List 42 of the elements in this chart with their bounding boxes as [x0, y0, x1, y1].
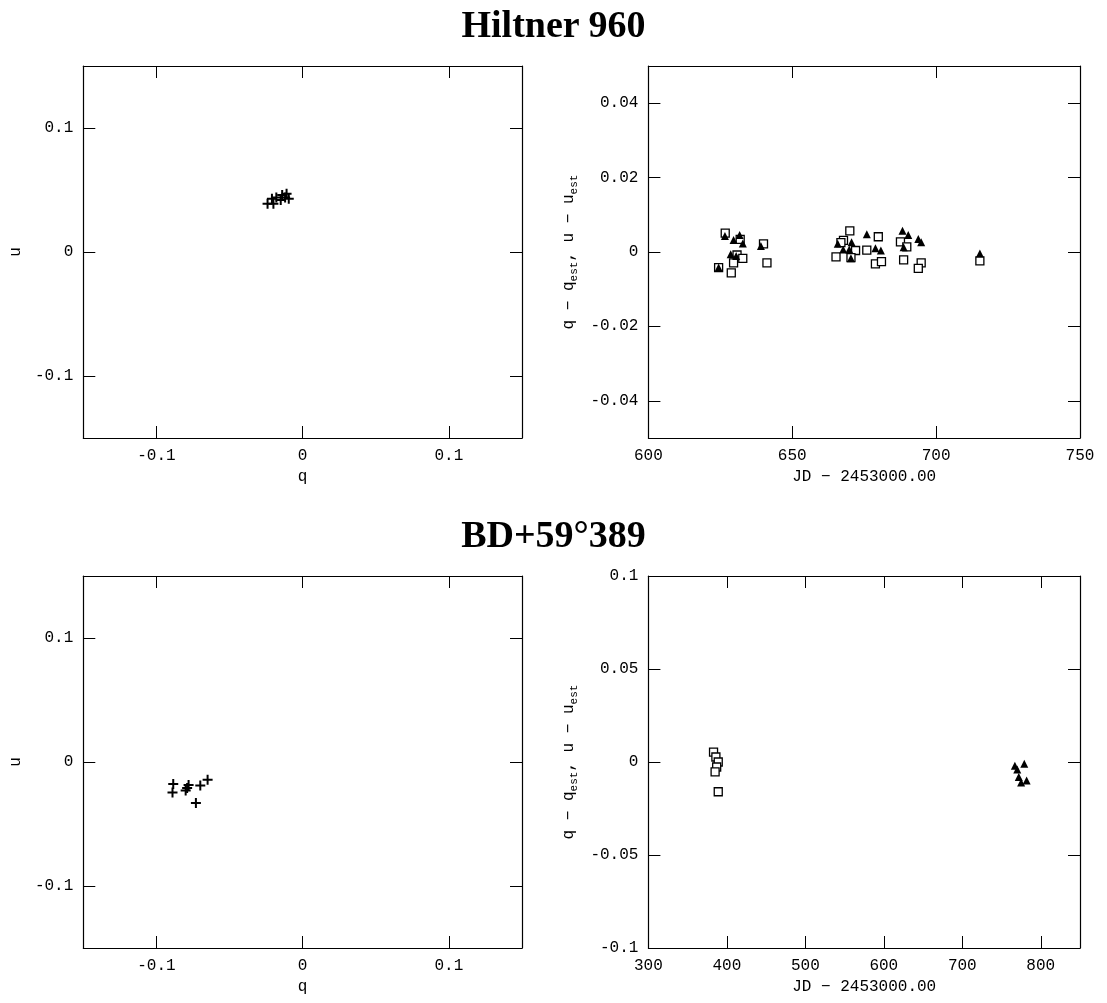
chart-title: BD+59°389 — [460, 512, 647, 556]
chart-title: Hiltner 960 — [460, 2, 647, 46]
x-tick-label: -0.1 — [137, 447, 176, 465]
x-tick-label: 0 — [297, 447, 308, 465]
y-tick-label: 0.04 — [600, 94, 639, 113]
x-tick-label: 0 — [297, 957, 308, 975]
y-tick-label: -0.05 — [590, 846, 639, 864]
y-axis-title: u — [7, 757, 25, 767]
x-tick-label: 800 — [1026, 957, 1056, 975]
y-tick-label: 0.1 — [44, 629, 74, 647]
x-tick-label: 700 — [921, 447, 951, 465]
x-axis-title: q — [297, 467, 308, 486]
x-tick-label: 0.1 — [434, 447, 464, 465]
y-tick-label: -0.04 — [590, 391, 639, 410]
y-axis-title: q − qest, u − uest — [560, 174, 580, 330]
x-tick-label: 600 — [634, 447, 663, 465]
y-tick-label: 0.05 — [600, 660, 639, 678]
y-tick-label: 0.1 — [44, 119, 74, 137]
y-axis-title: u — [7, 247, 25, 257]
y-tick-label: 0.1 — [609, 567, 639, 585]
y-tick-label: 0 — [63, 243, 74, 261]
x-axis-title: JD − 2453000.00 — [792, 467, 937, 486]
x-tick-label: -0.1 — [137, 957, 176, 975]
x-tick-label: 700 — [947, 957, 977, 975]
y-tick-label: 0 — [63, 753, 74, 771]
y-tick-label: 0.02 — [600, 168, 639, 187]
y-tick-label: -0.1 — [34, 877, 74, 895]
x-tick-label: 650 — [777, 447, 807, 465]
x-tick-label: 500 — [790, 957, 820, 975]
x-axis-title: q — [297, 977, 308, 996]
x-tick-label: 400 — [712, 957, 742, 975]
y-tick-label: -0.02 — [590, 317, 639, 336]
x-tick-label: 750 — [1065, 447, 1095, 465]
x-tick-label: 300 — [634, 957, 663, 975]
x-tick-label: 600 — [869, 957, 899, 975]
x-tick-label: 0.1 — [434, 957, 464, 975]
y-tick-label: 0 — [628, 243, 639, 261]
y-tick-label: -0.1 — [34, 367, 74, 385]
y-tick-label: 0 — [628, 753, 639, 771]
y-axis-title: q − qest, u − uest — [560, 684, 580, 840]
y-tick-label: -0.1 — [600, 939, 639, 957]
x-axis-title: JD − 2453000.00 — [792, 977, 937, 996]
